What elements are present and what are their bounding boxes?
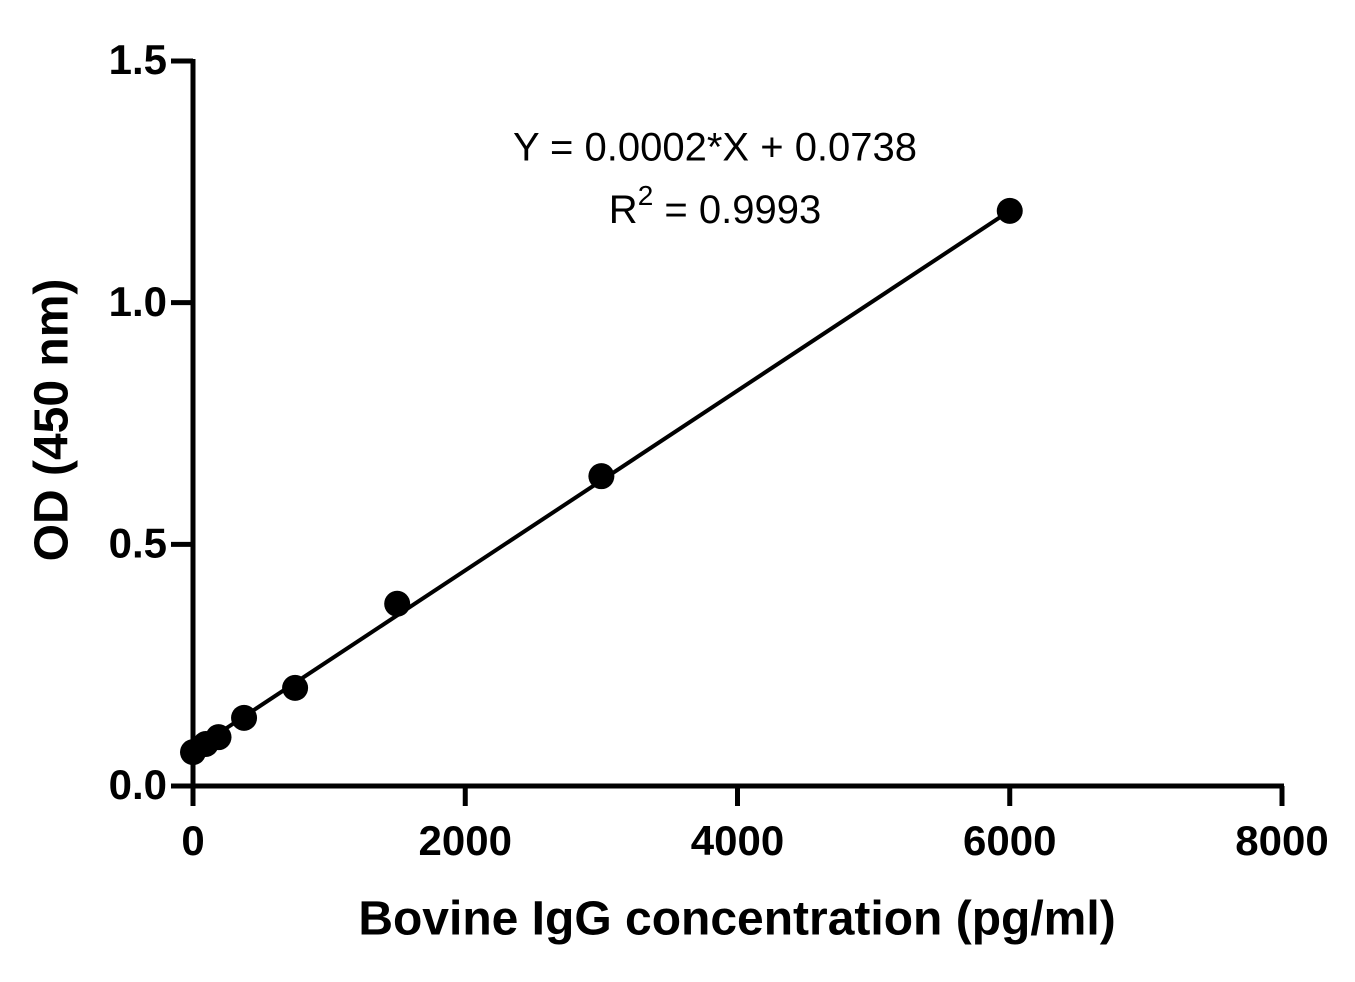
r-squared-rest: = 0.9993 <box>653 188 821 232</box>
x-axis-label: Bovine IgG concentration (pg/ml) <box>358 893 1115 946</box>
y-axis-label: OD (450 nm) <box>26 279 79 562</box>
r-squared: R2 = 0.9993 <box>609 180 821 231</box>
x-tick-label: 8000 <box>1235 817 1328 864</box>
data-point <box>282 674 309 701</box>
y-tick-label: 0.5 <box>109 519 167 566</box>
y-tick-label: 1.0 <box>109 278 167 325</box>
x-tick-label: 6000 <box>963 817 1056 864</box>
data-point <box>205 724 232 751</box>
equation: Y = 0.0002*X + 0.0738 <box>513 126 917 170</box>
r-squared-base: R <box>609 188 638 232</box>
data-point <box>996 197 1023 224</box>
data-point <box>384 590 411 617</box>
y-tick-label: 1.5 <box>109 36 167 83</box>
data-point <box>231 704 258 731</box>
x-tick-label: 2000 <box>419 817 512 864</box>
x-tick-label: 0 <box>181 817 204 864</box>
data-point <box>588 463 615 490</box>
y-tick-label: 0.0 <box>109 761 167 808</box>
x-tick-label: 4000 <box>691 817 784 864</box>
r-squared-sup: 2 <box>638 180 654 211</box>
